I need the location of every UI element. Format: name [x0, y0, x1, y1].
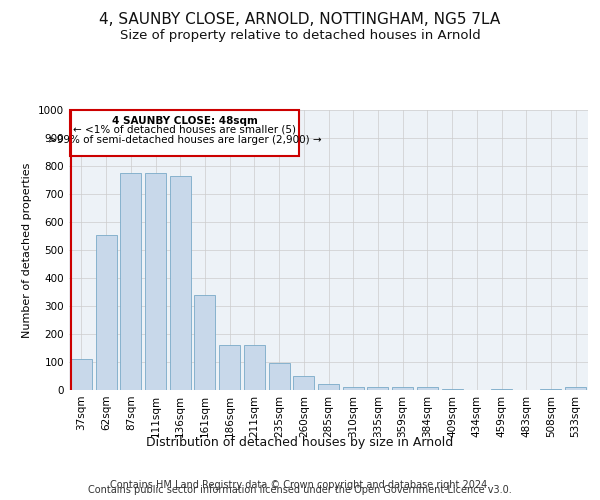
Bar	[194, 295, 215, 390]
Bar	[95, 234, 116, 390]
Text: Size of property relative to detached houses in Arnold: Size of property relative to detached ho…	[119, 29, 481, 42]
Bar	[442, 388, 463, 390]
Bar	[417, 387, 438, 390]
Text: Distribution of detached houses by size in Arnold: Distribution of detached houses by size …	[146, 436, 454, 449]
Bar	[170, 176, 191, 390]
Bar	[293, 376, 314, 390]
Bar	[120, 173, 141, 390]
Bar	[491, 388, 512, 390]
Bar	[343, 386, 364, 390]
Bar	[70, 110, 299, 156]
Text: Contains public sector information licensed under the Open Government Licence v3: Contains public sector information licen…	[88, 485, 512, 495]
Text: Contains HM Land Registry data © Crown copyright and database right 2024.: Contains HM Land Registry data © Crown c…	[110, 480, 490, 490]
Bar	[565, 387, 586, 390]
Bar	[244, 345, 265, 390]
Y-axis label: Number of detached properties: Number of detached properties	[22, 162, 32, 338]
Bar	[541, 388, 562, 390]
Bar	[219, 345, 240, 390]
Text: ← <1% of detached houses are smaller (5): ← <1% of detached houses are smaller (5)	[73, 124, 296, 134]
Text: >99% of semi-detached houses are larger (2,900) →: >99% of semi-detached houses are larger …	[48, 134, 322, 144]
Bar	[318, 384, 339, 390]
Text: 4, SAUNBY CLOSE, ARNOLD, NOTTINGHAM, NG5 7LA: 4, SAUNBY CLOSE, ARNOLD, NOTTINGHAM, NG5…	[100, 12, 500, 28]
Bar	[367, 387, 388, 390]
Bar	[269, 364, 290, 390]
Bar	[71, 359, 92, 390]
Text: 4 SAUNBY CLOSE: 48sqm: 4 SAUNBY CLOSE: 48sqm	[112, 116, 257, 126]
Bar	[145, 173, 166, 390]
Bar	[392, 387, 413, 390]
